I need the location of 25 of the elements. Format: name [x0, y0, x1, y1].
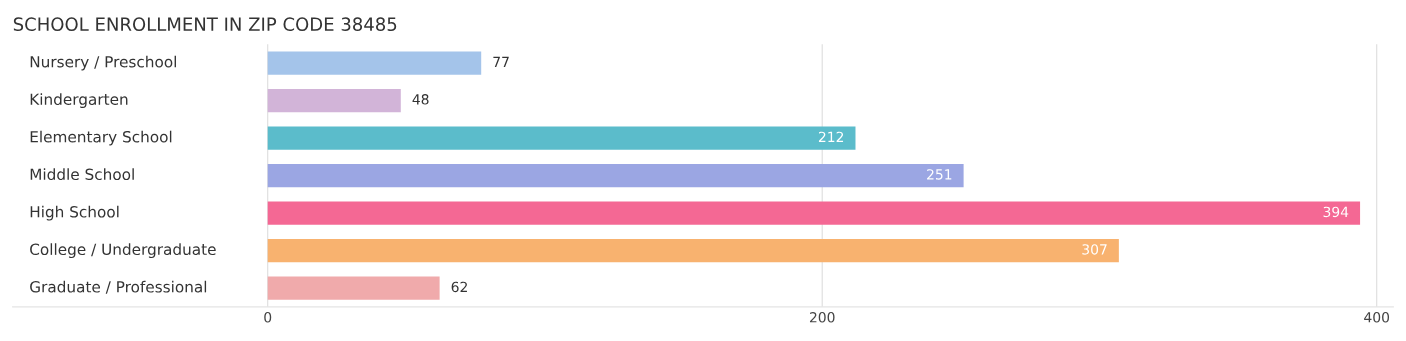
data-label: 48: [412, 94, 429, 105]
y-tick-label: Graduate / Professional: [30, 280, 207, 294]
y-tick-label: Middle School: [30, 168, 134, 181]
bar: [267, 276, 440, 300]
y-tick-label: Nursery / Preschool: [30, 55, 176, 71]
data-label: 77: [493, 56, 509, 67]
y-tick-label: Elementary School: [30, 130, 172, 146]
data-label: 251: [927, 169, 952, 180]
data-label: 307: [1082, 244, 1107, 255]
bar: [267, 201, 1361, 225]
data-label: 394: [1323, 206, 1349, 218]
bar: [267, 163, 964, 188]
bar: [267, 126, 856, 150]
data-label: 62: [451, 281, 467, 293]
x-tick-label: 400: [1364, 312, 1390, 323]
bar: [267, 239, 1119, 263]
y-tick-label: Kindergarten: [30, 93, 128, 108]
chart-title: SCHOOL ENROLLMENT IN ZIP CODE 38485: [13, 17, 397, 32]
data-label: 212: [818, 131, 844, 142]
x-tick-label: 0: [264, 312, 272, 323]
x-tick-label: 200: [809, 312, 835, 323]
bar: [267, 51, 482, 75]
y-tick-label: High School: [30, 205, 119, 221]
bar: [267, 88, 401, 113]
y-tick-label: College / Undergraduate: [30, 243, 216, 259]
